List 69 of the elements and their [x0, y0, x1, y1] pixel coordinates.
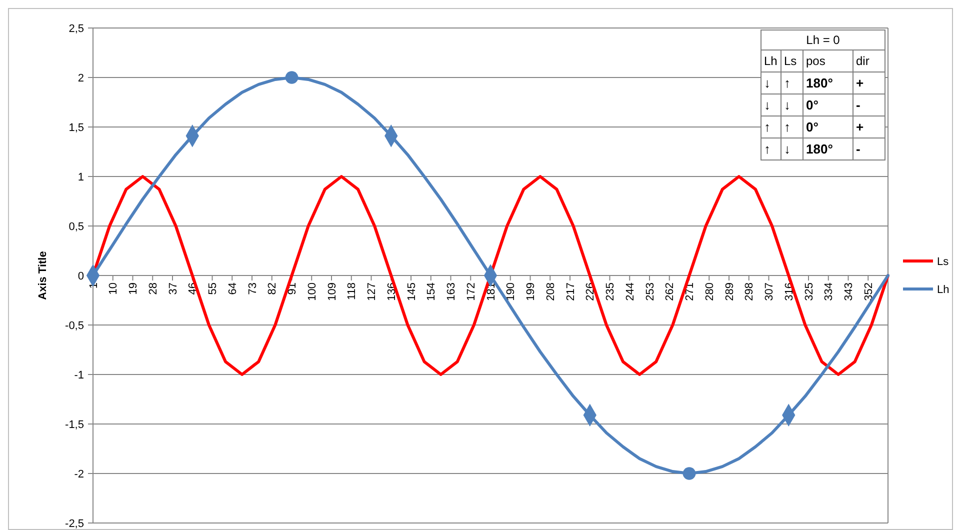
x-tick-label: 262: [664, 282, 676, 301]
annotation: +: [856, 76, 864, 91]
x-tick-label: 307: [764, 282, 776, 301]
x-tick-label: 118: [346, 282, 358, 300]
annotation: Ls: [784, 54, 797, 68]
point: [285, 71, 298, 84]
y-tick-label: 0: [78, 270, 84, 282]
annotation: 180°: [806, 76, 833, 91]
annotation: ↑: [784, 120, 790, 135]
x-tick-label: 352: [862, 282, 875, 301]
annotation: ↓: [784, 98, 790, 113]
x-tick-label: 127: [366, 282, 378, 301]
annotation: ↓: [784, 142, 790, 157]
x-tick-label: 280: [704, 282, 716, 301]
annotation: 0°: [806, 120, 818, 135]
x-tick-label: 244: [624, 282, 636, 301]
x-tick-label: 343: [843, 282, 856, 301]
y-tick-label: -0,5: [65, 320, 84, 332]
x-tick-label: 37: [167, 282, 180, 295]
annotation: -: [856, 98, 860, 113]
x-tick-label: 253: [644, 282, 656, 301]
annotation: Lh = 0: [806, 33, 840, 48]
point: [682, 467, 696, 480]
y-tick-label: 1: [78, 171, 84, 184]
annotation: 0°: [806, 98, 818, 113]
x-tick-label: 217: [564, 282, 577, 301]
annotation: +: [856, 120, 864, 135]
y-tick-label: -1: [74, 369, 84, 382]
y-tick-label: -2,5: [65, 518, 84, 530]
y-tick-label: 2: [78, 72, 84, 84]
annotation: Lh: [764, 54, 778, 68]
x-tick-label: 325: [803, 282, 816, 301]
x-tick-label: 208: [544, 282, 557, 301]
annotation: ↓: [764, 98, 770, 113]
annotation: dir: [856, 54, 870, 68]
legend-label: Lh: [937, 284, 950, 296]
x-tick-label: 100: [306, 282, 318, 301]
x-tick-label: 334: [823, 282, 836, 301]
x-tick-label: 172: [465, 282, 478, 301]
x-tick-label: 298: [744, 282, 756, 301]
legend-label: Ls: [937, 256, 950, 268]
x-tick-label: 28: [147, 282, 160, 295]
annotation: ↑: [764, 120, 770, 135]
y-tick-label: -1,5: [65, 418, 84, 431]
y-tick-label: 1,5: [68, 122, 84, 134]
annotation: 180°: [806, 142, 833, 157]
annotation: ↑: [784, 76, 790, 91]
x-tick-label: 190: [505, 282, 518, 301]
x-tick-label: 235: [604, 282, 617, 301]
y-tick-label: 2,5: [68, 22, 84, 35]
x-tick-label: 289: [724, 282, 736, 301]
x-tick-label: 55: [207, 282, 220, 295]
x-tick-label: 163: [446, 282, 458, 301]
x-tick-label: 64: [226, 282, 239, 295]
y-tick-label: 0,5: [68, 220, 84, 233]
x-tick-label: 73: [246, 282, 259, 295]
annotation: -: [856, 142, 860, 157]
annotation: pos: [806, 54, 826, 68]
x-tick-label: 145: [406, 282, 418, 301]
y-tick-label: -2: [74, 468, 84, 480]
annotation: ↓: [764, 76, 770, 91]
x-tick-label: 10: [108, 282, 120, 295]
x-tick-label: 82: [266, 282, 279, 295]
annotation: ↑: [764, 142, 770, 157]
x-tick-label: 19: [128, 282, 140, 295]
y-axis-title: Axis Title: [37, 251, 49, 300]
x-tick-label: 109: [326, 282, 338, 301]
x-tick-label: 154: [426, 282, 438, 301]
x-tick-label: 199: [525, 282, 538, 301]
